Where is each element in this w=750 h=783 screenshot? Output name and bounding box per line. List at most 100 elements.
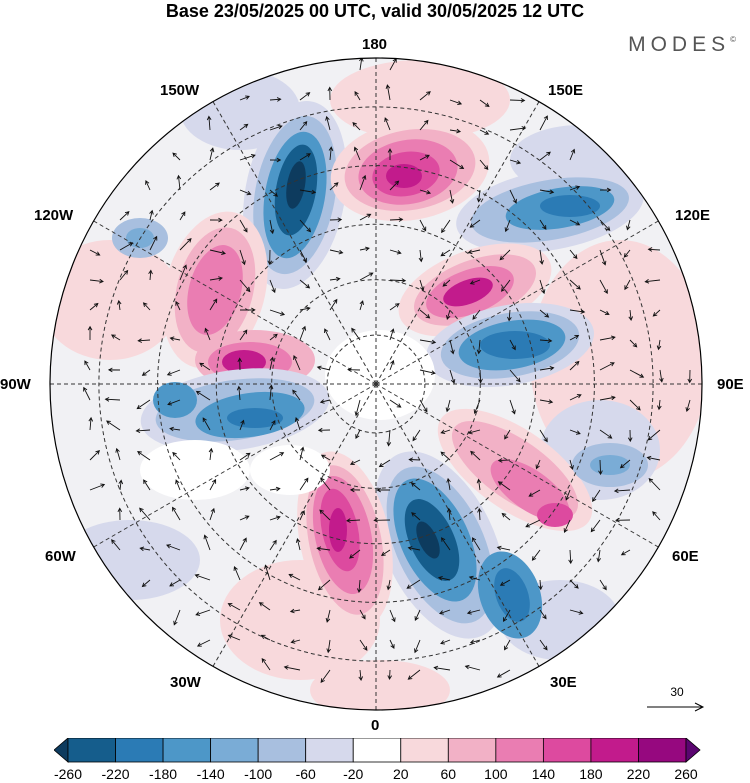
wind-arrow [299,477,309,491]
wind-arrow [414,639,421,654]
wind-arrow [359,58,364,71]
wind-arrow [169,336,181,341]
wind-arrow [359,174,367,191]
wind-arrow [439,609,451,615]
wind-arrow [539,366,555,371]
wind-arrow [325,609,331,623]
wind-arrow [299,306,311,312]
wind-arrow [117,507,123,521]
wind-arrow [412,429,421,442]
colorbar-tick-label: 140 [531,766,556,782]
wind-arrow [356,579,362,593]
meridian-line [93,383,377,548]
wind-arrow [569,394,582,401]
wind-arrow [239,452,251,461]
wind-arrow [89,302,99,311]
wind-arrow [499,579,511,586]
wind-arrow [329,298,338,311]
wind-arrow [509,369,521,383]
wind-arrow [137,338,151,343]
colorbar-swatch [305,738,354,763]
wind-arrow [414,609,421,621]
wind-arrow [389,278,407,283]
wind-arrow [373,517,391,523]
wind-arrow [440,639,451,645]
wind-arrow [299,249,307,263]
wind-arrow [629,369,645,378]
wind-arrow [419,154,430,161]
meridian-line [93,220,377,385]
wind-arrow [329,217,343,222]
wind-arrow [299,446,305,461]
wind-arrow [326,639,331,654]
wind-arrow [89,249,101,256]
wind-arrow [613,488,631,494]
wind-arrow [539,249,544,265]
wind-arrow [351,327,361,341]
wind-arrow [328,146,334,161]
wind-arrow [89,278,104,284]
wind-arrow [169,579,181,587]
wind-arrow [239,419,245,431]
wind-arrow [239,189,252,196]
wind-arrow [169,426,181,432]
wind-arrow [269,356,275,371]
wind-arrow [469,639,481,644]
wind-arrow [269,157,282,163]
wind-arrow [349,487,361,493]
wind-arrow [239,123,249,131]
wind-arrow [419,399,428,413]
wind-arrow [166,544,181,551]
wind-arrow [320,669,331,684]
wind-arrow [106,420,121,431]
wind-arrow [624,279,631,291]
wind-arrow [378,459,391,468]
wind-arrow [446,309,451,320]
wind-arrow [299,120,308,131]
wind-arrow [209,217,223,223]
wind-arrow [354,399,361,417]
wind-arrow [569,429,581,435]
wind-arrow [316,546,331,551]
wind-arrow [407,669,421,680]
wind-arrow [449,159,465,170]
wind-arrow [599,309,610,316]
wind-arrow [627,429,633,443]
wind-arrow [239,486,250,491]
wind-arrow [209,249,227,256]
wind-arrow [324,328,331,341]
wind-arrow [646,455,661,461]
wind-arrow [209,276,223,281]
wind-arrow [115,447,121,461]
wind-arrow [376,487,391,493]
wind-arrow [598,459,603,476]
wind-arrow [389,399,402,408]
wind-arrow [478,369,483,384]
colorbar-tick-label: 180 [579,766,603,782]
wind-arrow [208,447,214,461]
wind-arrow [442,279,451,287]
colorbar-swatch [257,738,307,763]
wind-arrow [538,579,543,591]
colorbar-tick-label: -140 [196,766,225,782]
wind-arrow [539,151,551,161]
wind-arrow [687,369,693,384]
wind-arrow [389,609,396,623]
wind-arrow [269,419,276,431]
colorbar-tick-label: 60 [440,766,457,782]
wind-arrow [202,417,211,431]
wind-arrow [136,399,151,410]
wind-arrow [359,272,374,281]
graticule [50,58,702,710]
wind-arrow [599,249,607,266]
wind-arrow [233,565,241,581]
wind-arrow [389,249,402,255]
colorbar-swatch [400,738,449,763]
wind-arrow [539,399,554,404]
wind-arrow [479,129,490,135]
wind-arrow [269,279,276,294]
wind-arrow [441,219,451,234]
wind-arrow [196,639,211,647]
wind-arrow [119,269,129,281]
